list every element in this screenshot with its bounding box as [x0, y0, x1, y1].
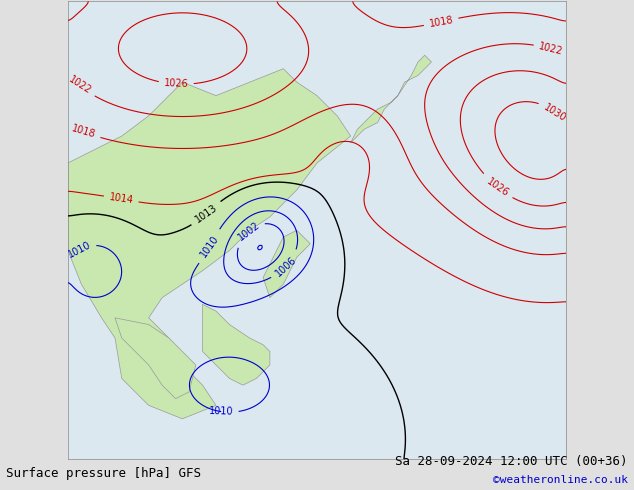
Text: 1010: 1010 — [209, 406, 233, 417]
Text: 1010: 1010 — [67, 240, 93, 260]
Text: 1002: 1002 — [236, 220, 261, 243]
Text: 1030: 1030 — [541, 102, 567, 123]
Text: ©weatheronline.co.uk: ©weatheronline.co.uk — [493, 475, 628, 485]
Text: 1022: 1022 — [538, 41, 564, 57]
Text: 1010: 1010 — [198, 233, 221, 259]
Text: 1026: 1026 — [484, 176, 510, 198]
Text: Sa 28-09-2024 12:00 UTC (00+36): Sa 28-09-2024 12:00 UTC (00+36) — [395, 455, 628, 468]
Text: 1013: 1013 — [193, 202, 219, 224]
Text: 1018: 1018 — [70, 123, 96, 140]
Text: 1006: 1006 — [273, 254, 298, 278]
Text: 1026: 1026 — [164, 78, 189, 90]
Text: Surface pressure [hPa] GFS: Surface pressure [hPa] GFS — [6, 467, 202, 480]
Text: 1022: 1022 — [67, 74, 93, 96]
Text: 1014: 1014 — [108, 192, 134, 206]
Text: 1018: 1018 — [428, 15, 454, 29]
